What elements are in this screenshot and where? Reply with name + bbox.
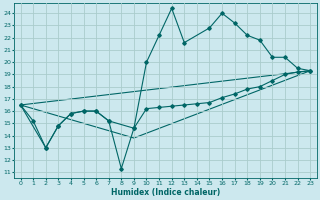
X-axis label: Humidex (Indice chaleur): Humidex (Indice chaleur) bbox=[111, 188, 220, 197]
